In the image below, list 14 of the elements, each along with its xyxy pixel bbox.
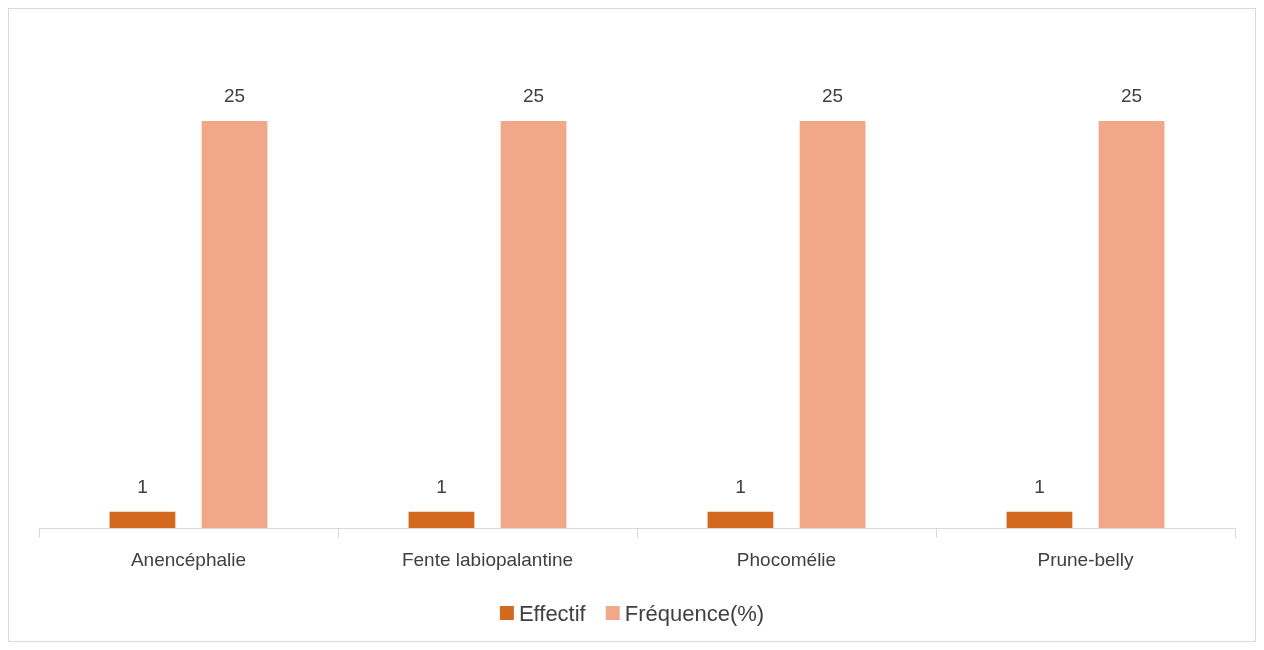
data-label: 1 [1034,475,1045,497]
data-label: 1 [436,475,447,497]
data-label: 25 [223,85,246,106]
data-label: 25 [522,85,545,106]
x-tick-label: Anencéphalie [130,549,247,570]
x-tick-label: Phocomélie [736,549,837,570]
legend-label: Fréquence(%) [624,600,765,626]
data-label: 1 [735,475,746,497]
data-label: 1 [137,475,148,497]
x-tick-label: Fente labiopalantine [401,549,574,570]
data-label: 25 [1120,85,1143,106]
x-tick-label: Prune-belly [1037,549,1135,570]
legend-label: Effectif [518,600,587,626]
data-label: 25 [821,85,844,106]
